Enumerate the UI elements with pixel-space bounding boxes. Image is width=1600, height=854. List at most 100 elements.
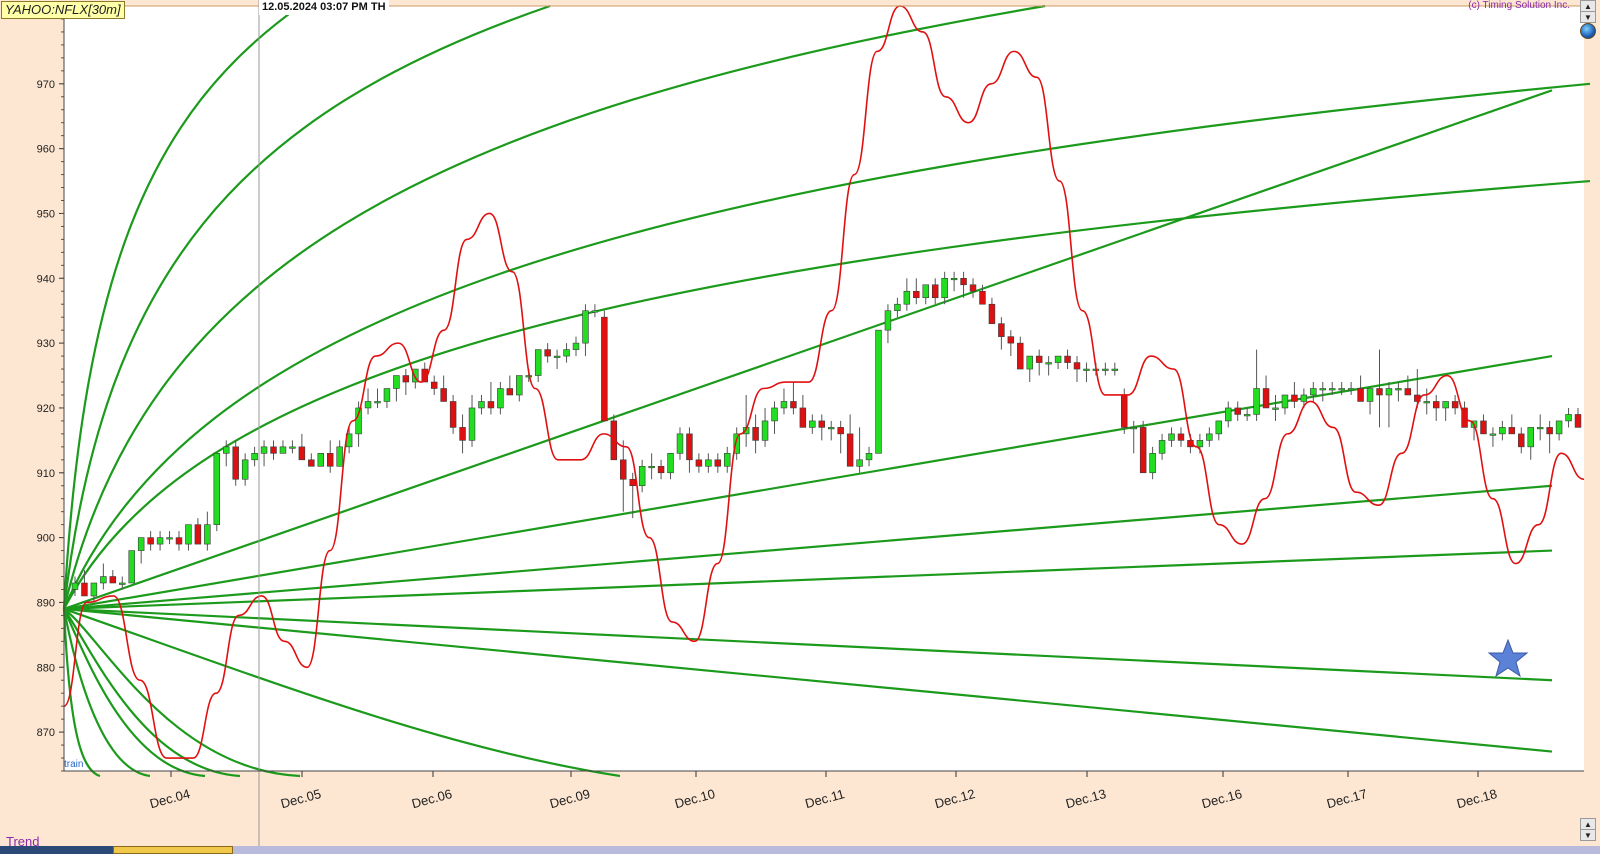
candle-body <box>875 329 882 454</box>
candle-body <box>1158 440 1166 454</box>
candle-body <box>790 401 797 409</box>
candle-body <box>1385 388 1393 396</box>
fan-line <box>63 89 1553 610</box>
candle-body <box>223 446 230 454</box>
candle-body <box>1054 355 1062 363</box>
candle-body <box>1196 440 1204 448</box>
candle-body <box>213 453 221 525</box>
candle-body <box>1395 388 1402 391</box>
candle-body <box>1281 394 1289 409</box>
x-tick-label: Dec.04 <box>148 786 192 811</box>
cursor-date-label: 12.05.2024 03:07 PM TH <box>259 0 389 15</box>
candle-body <box>667 453 674 474</box>
candle-body <box>147 537 154 545</box>
candle-body <box>922 284 929 299</box>
candle-body <box>629 478 636 487</box>
y-tick-label: 870 <box>37 727 55 739</box>
candle-body <box>1546 427 1553 435</box>
candle-body <box>204 524 211 545</box>
candle-body <box>1026 355 1033 370</box>
candle-body <box>478 401 485 409</box>
fan-line <box>63 549 1553 611</box>
candle-body <box>884 310 892 331</box>
candle-body <box>1234 407 1241 415</box>
candle-body <box>620 459 627 480</box>
candle-body <box>903 290 911 305</box>
candle-body <box>270 446 277 454</box>
candle-body <box>1064 355 1071 363</box>
candle-body <box>780 401 788 409</box>
candle-body <box>544 349 551 357</box>
candle-body <box>1149 453 1156 474</box>
candle-body <box>846 433 854 467</box>
candle-body <box>1243 414 1251 417</box>
x-tick-label: Dec.09 <box>548 786 592 811</box>
candle-body <box>676 433 684 454</box>
candle-body <box>827 427 835 430</box>
status-segment-1[interactable] <box>0 846 113 854</box>
candle-body <box>1206 433 1213 441</box>
globe-icon[interactable] <box>1580 23 1596 39</box>
candle-body <box>941 277 948 299</box>
bottom-scroll-down-icon[interactable]: ▼ <box>1580 829 1596 841</box>
candle-body <box>837 427 844 435</box>
ticker-label[interactable]: YAHOO:NFLX[30m] <box>1 1 125 19</box>
candle-body <box>487 401 495 409</box>
candle-body <box>1518 433 1525 448</box>
candle-body <box>1404 388 1412 396</box>
candle-body <box>572 342 580 350</box>
y-tick-label: 970 <box>37 79 55 91</box>
candle-body <box>1565 414 1572 422</box>
candle-body <box>913 290 920 299</box>
scroll-down-icon[interactable]: ▼ <box>1580 11 1596 23</box>
candle-body <box>591 310 599 313</box>
star-icon[interactable] <box>1487 638 1529 678</box>
fan-line <box>63 607 1553 682</box>
candle-body <box>279 446 287 454</box>
candle-body <box>809 420 816 428</box>
candle-body <box>799 407 807 428</box>
fan-curve-down <box>63 608 206 778</box>
candle-body <box>81 582 88 597</box>
candle-body <box>610 420 618 461</box>
candle-body <box>468 407 476 441</box>
candle-body <box>1102 368 1109 371</box>
x-tick-label: Dec.18 <box>1455 786 1499 811</box>
candle-body <box>1451 401 1459 409</box>
candle-body <box>166 537 173 540</box>
candle-body <box>686 433 693 461</box>
candle-body <box>194 524 202 545</box>
candle-body <box>1073 362 1081 370</box>
candle-body <box>988 303 996 324</box>
candle-body <box>1017 342 1024 370</box>
candle-body <box>563 349 570 357</box>
candle-body <box>289 446 296 449</box>
fan-curve-down <box>63 607 621 778</box>
candle-body <box>298 446 306 461</box>
candle-body <box>355 407 362 435</box>
x-tick-label: Dec.06 <box>410 786 454 811</box>
candle-body <box>1300 394 1308 402</box>
candle-body <box>714 459 722 467</box>
candle-body <box>1432 401 1440 409</box>
status-segment-2[interactable] <box>113 846 233 854</box>
candle-body <box>1168 433 1175 441</box>
candle-body <box>1499 427 1506 435</box>
candle-body <box>185 524 192 545</box>
x-tick-label: Dec.12 <box>933 786 977 811</box>
candle-body <box>1291 394 1298 402</box>
candle-body <box>1357 388 1364 402</box>
candle-body <box>260 446 268 454</box>
candle-body <box>156 537 164 545</box>
candle-body <box>516 375 523 396</box>
y-tick-label: 910 <box>37 468 55 480</box>
fan-curve <box>63 179 1591 610</box>
candle-body <box>950 277 958 281</box>
candle-body <box>1480 420 1487 435</box>
panel-trend-label[interactable]: Trend <box>6 834 40 849</box>
candle-body <box>374 401 381 404</box>
fan-curve-down <box>62 608 151 778</box>
status-bar <box>0 846 1600 854</box>
fan-curve <box>62 4 1046 610</box>
